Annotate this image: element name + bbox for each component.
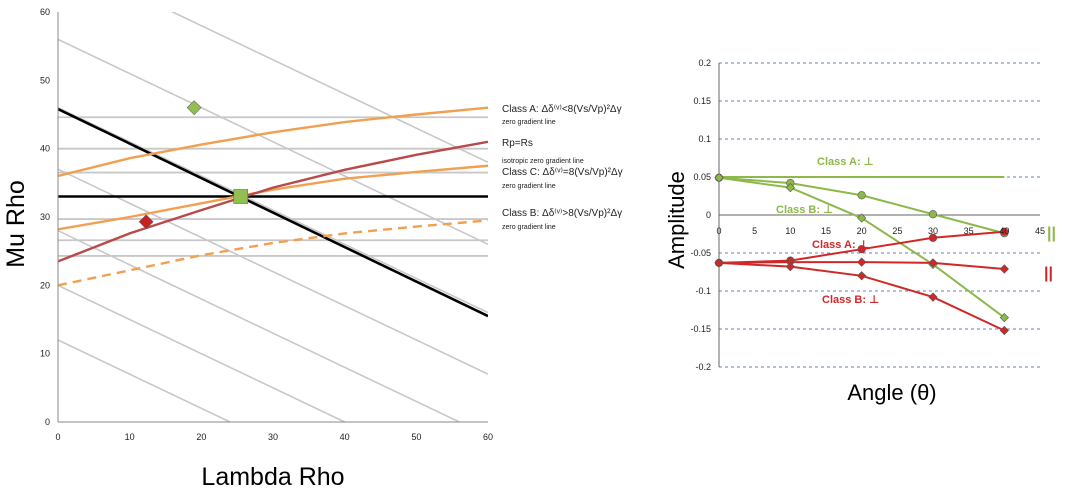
square-marker: [233, 189, 249, 204]
left-x-tick-label: 60: [483, 432, 493, 442]
label-red-class-b: Class B: ⊥: [822, 294, 879, 306]
right-diamond-marker: [857, 271, 867, 281]
left-x-tick-label: 20: [196, 432, 206, 442]
right-diamond-marker: [785, 262, 795, 272]
left-markers-layer: [138, 100, 249, 230]
annotation-rp-rs-sub: isotropic zero gradient line: [502, 158, 584, 165]
annotation-class-c: Class C: Δδ⁽ᵛ⁾=8(Vs/Vp)²Δγ: [502, 167, 623, 178]
right-y-tick-label: 0.05: [693, 172, 711, 182]
red-parallel-mark: ||: [1044, 265, 1053, 282]
right-x-tick-label: 0: [716, 226, 721, 236]
left-chart: 0 10 20 30 40 50 60 0 10 20 30 40 50 60 Lambda Rho M…: [2, 7, 623, 491]
left-y-tick-label: 20: [40, 280, 50, 290]
orange-dashed-series-line: [58, 219, 488, 287]
right-circle-marker: [928, 233, 938, 242]
right-y-axis-title: Amplitude: [664, 171, 689, 269]
right-y-tick-label: -0.1: [695, 286, 711, 296]
left-x-ticks: 0 10 20 30 40 50 60: [55, 432, 493, 442]
left-x-axis-title: Lambda Rho: [201, 463, 344, 491]
label-red-class-a: Class A: ⊥: [812, 239, 869, 251]
label-green-class-a: Class A: ⊥: [817, 156, 874, 168]
orange-series-line: [58, 164, 488, 231]
right-x-tick-label: 45: [1035, 226, 1045, 236]
left-series-layer: [58, 12, 488, 422]
right-y-tick-label: -0.05: [690, 248, 711, 258]
red-brown-series-line: [58, 140, 488, 263]
annotation-rp-rs: Rp=Rs: [502, 138, 533, 149]
right-y-tick-label: 0: [706, 210, 711, 220]
annotation-class-a-sub: zero gradient line: [502, 119, 556, 126]
annotation-class-c-sub: zero gradient line: [502, 183, 556, 190]
orange-series-line: [58, 106, 488, 178]
left-y-tick-label: 0: [45, 417, 50, 427]
left-y-tick-label: 60: [40, 7, 50, 17]
right-x-tick-label: 25: [892, 226, 902, 236]
right-x-tick-label: 20: [857, 226, 867, 236]
right-y-tick-label: -0.2: [695, 362, 711, 372]
right-diamond-marker: [999, 312, 1009, 323]
right-y-tick-label: -0.15: [690, 324, 711, 334]
annotation-class-b: Class B: Δδ⁽ᵛ⁾>8(Vs/Vp)²Δγ: [502, 208, 622, 219]
right-diamond-marker: [999, 264, 1009, 274]
left-x-tick-label: 10: [125, 432, 135, 442]
gray-diagonal-line: [58, 339, 231, 422]
left-x-tick-label: 50: [411, 432, 421, 442]
left-y-tick-label: 10: [40, 349, 50, 359]
gray-diagonal-line: [58, 38, 488, 246]
right-y-tick-label: 0.15: [693, 96, 711, 106]
right-x-ticks: 0 5 10 15 20 25 30 35 40 45: [716, 226, 1045, 236]
left-y-axis-title: Mu Rho: [2, 180, 30, 268]
gray-diagonal-line: [58, 284, 346, 422]
gray-diagonal-line: [58, 106, 488, 314]
right-diamond-marker: [785, 183, 795, 193]
right-y-ticks: -0.2 -0.15 -0.1 -0.05 0 0.05 0.1 0.15 0.2: [690, 58, 711, 372]
diamond-marker: [186, 100, 202, 116]
right-circle-marker: [857, 191, 866, 200]
right-x-tick-label: 30: [928, 226, 938, 236]
right-x-axis-title: Angle (θ): [847, 380, 936, 405]
annotation-class-b-sub: zero gradient line: [502, 224, 556, 231]
diamond-marker: [138, 214, 154, 230]
gray-diagonal-line: [58, 229, 460, 422]
right-chart: 0 5 10 15 20 25 30 35 40 45 -0.2 -0.15 -0.1 -0.05 0 0.…: [664, 58, 1056, 405]
right-circle-marker: [928, 210, 938, 219]
right-circle-marker: [1000, 227, 1009, 236]
right-diamond-marker: [857, 257, 867, 267]
green-parallel-mark: ||: [1047, 225, 1056, 242]
gray-diagonal-line: [170, 12, 488, 164]
right-series-line: [718, 176, 1005, 235]
left-x-tick-label: 0: [55, 432, 60, 442]
black-series-line: [58, 107, 488, 318]
right-y-tick-label: 0.2: [698, 58, 711, 68]
right-diamond-marker: [714, 173, 724, 183]
right-circle-marker: [857, 245, 866, 254]
left-y-ticks: 0 10 20 30 40 50 60: [40, 7, 50, 427]
right-x-tick-label: 40: [999, 226, 1009, 236]
right-series-layer: [714, 173, 1009, 336]
right-diamond-marker: [999, 325, 1009, 336]
left-x-tick-label: 40: [340, 432, 350, 442]
right-x-tick-label: 10: [785, 226, 795, 236]
annotation-class-a: Class A: Δδ⁽ᵛ⁾<8(Vs/Vp)²Δγ: [502, 104, 622, 115]
right-x-tick-label: 5: [752, 226, 757, 236]
right-diamond-marker: [857, 213, 867, 223]
left-y-tick-label: 30: [40, 212, 50, 222]
right-diamond-marker: [928, 258, 938, 268]
right-x-tick-label: 35: [964, 226, 974, 236]
left-x-tick-label: 30: [268, 432, 278, 442]
right-y-tick-label: 0.1: [698, 134, 711, 144]
label-green-class-b: Class B: ⊥: [776, 204, 833, 216]
right-diamond-marker: [928, 292, 938, 302]
left-y-tick-label: 50: [40, 75, 50, 85]
left-y-tick-label: 40: [40, 144, 50, 154]
gray-diagonal-line: [58, 168, 488, 375]
right-diamond-marker: [714, 258, 724, 268]
right-x-tick-label: 15: [821, 226, 831, 236]
